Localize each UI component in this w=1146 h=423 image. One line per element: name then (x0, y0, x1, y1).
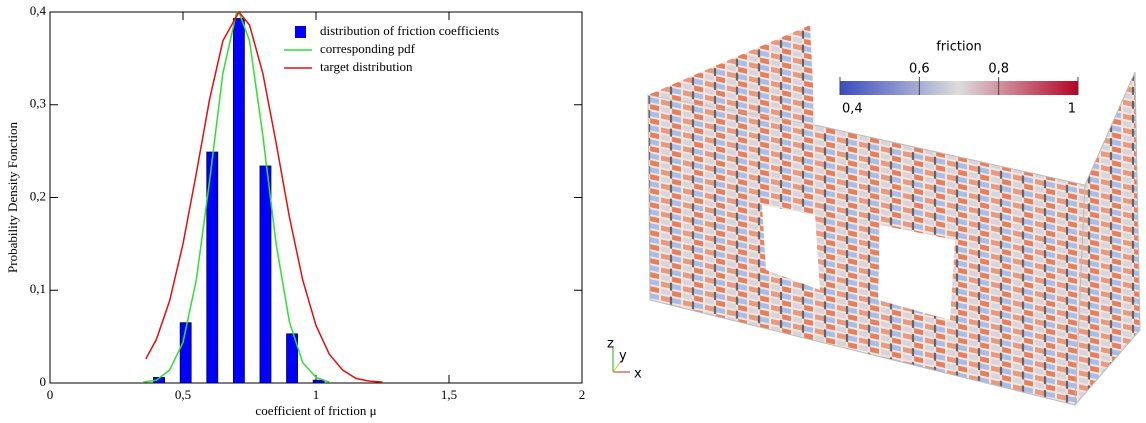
right-wall (1074, 71, 1141, 407)
3d-render (612, 25, 1141, 407)
bar (179, 322, 192, 384)
y-tick-label: 0,4 (30, 3, 47, 18)
colorbar-title: friction (936, 40, 982, 55)
colorbar (840, 81, 1078, 95)
plot-frame (49, 11, 583, 384)
y-axis-title: Probability Density Fonction (5, 122, 20, 273)
y-tick-label: 0,2 (30, 188, 46, 203)
x-tick-label: 1 (313, 387, 320, 402)
bar (312, 379, 325, 384)
axis-y (612, 359, 623, 373)
x-tick-label: 0 (47, 387, 54, 402)
colorbar-tick-label: 0,4 (842, 102, 863, 117)
legend-label: target distribution (320, 59, 413, 74)
x-axis-title: coefficient of friction μ (255, 403, 376, 418)
bar (286, 333, 298, 384)
legend-label: corresponding pdf (320, 41, 416, 56)
x-tick-label: 0,5 (175, 387, 191, 402)
window (878, 225, 955, 320)
legend-swatch (295, 26, 306, 38)
window (762, 205, 820, 290)
y-tick-label: 0,3 (30, 96, 46, 111)
axis-triad-label: y (619, 349, 627, 364)
y-tick-label: 0 (40, 374, 47, 389)
colorbar-tick-label: 0,8 (988, 62, 1009, 77)
left-wing (648, 25, 815, 125)
x-tick-label: 1,5 (441, 387, 457, 402)
front-wall (647, 94, 1086, 406)
legend-label: distribution of friction coefficients (320, 23, 499, 38)
axis-triad-label: z (607, 337, 614, 352)
colorbar-tick-label: 1 (1068, 102, 1076, 117)
colorbar-tick-label: 0,6 (909, 62, 930, 77)
y-tick-label: 0,1 (30, 281, 46, 296)
line (145, 10, 383, 383)
bar (259, 165, 272, 384)
x-tick-label: 2 (579, 387, 586, 402)
bar (232, 18, 245, 384)
axis-triad-label: x (634, 367, 642, 382)
bar (206, 151, 219, 384)
